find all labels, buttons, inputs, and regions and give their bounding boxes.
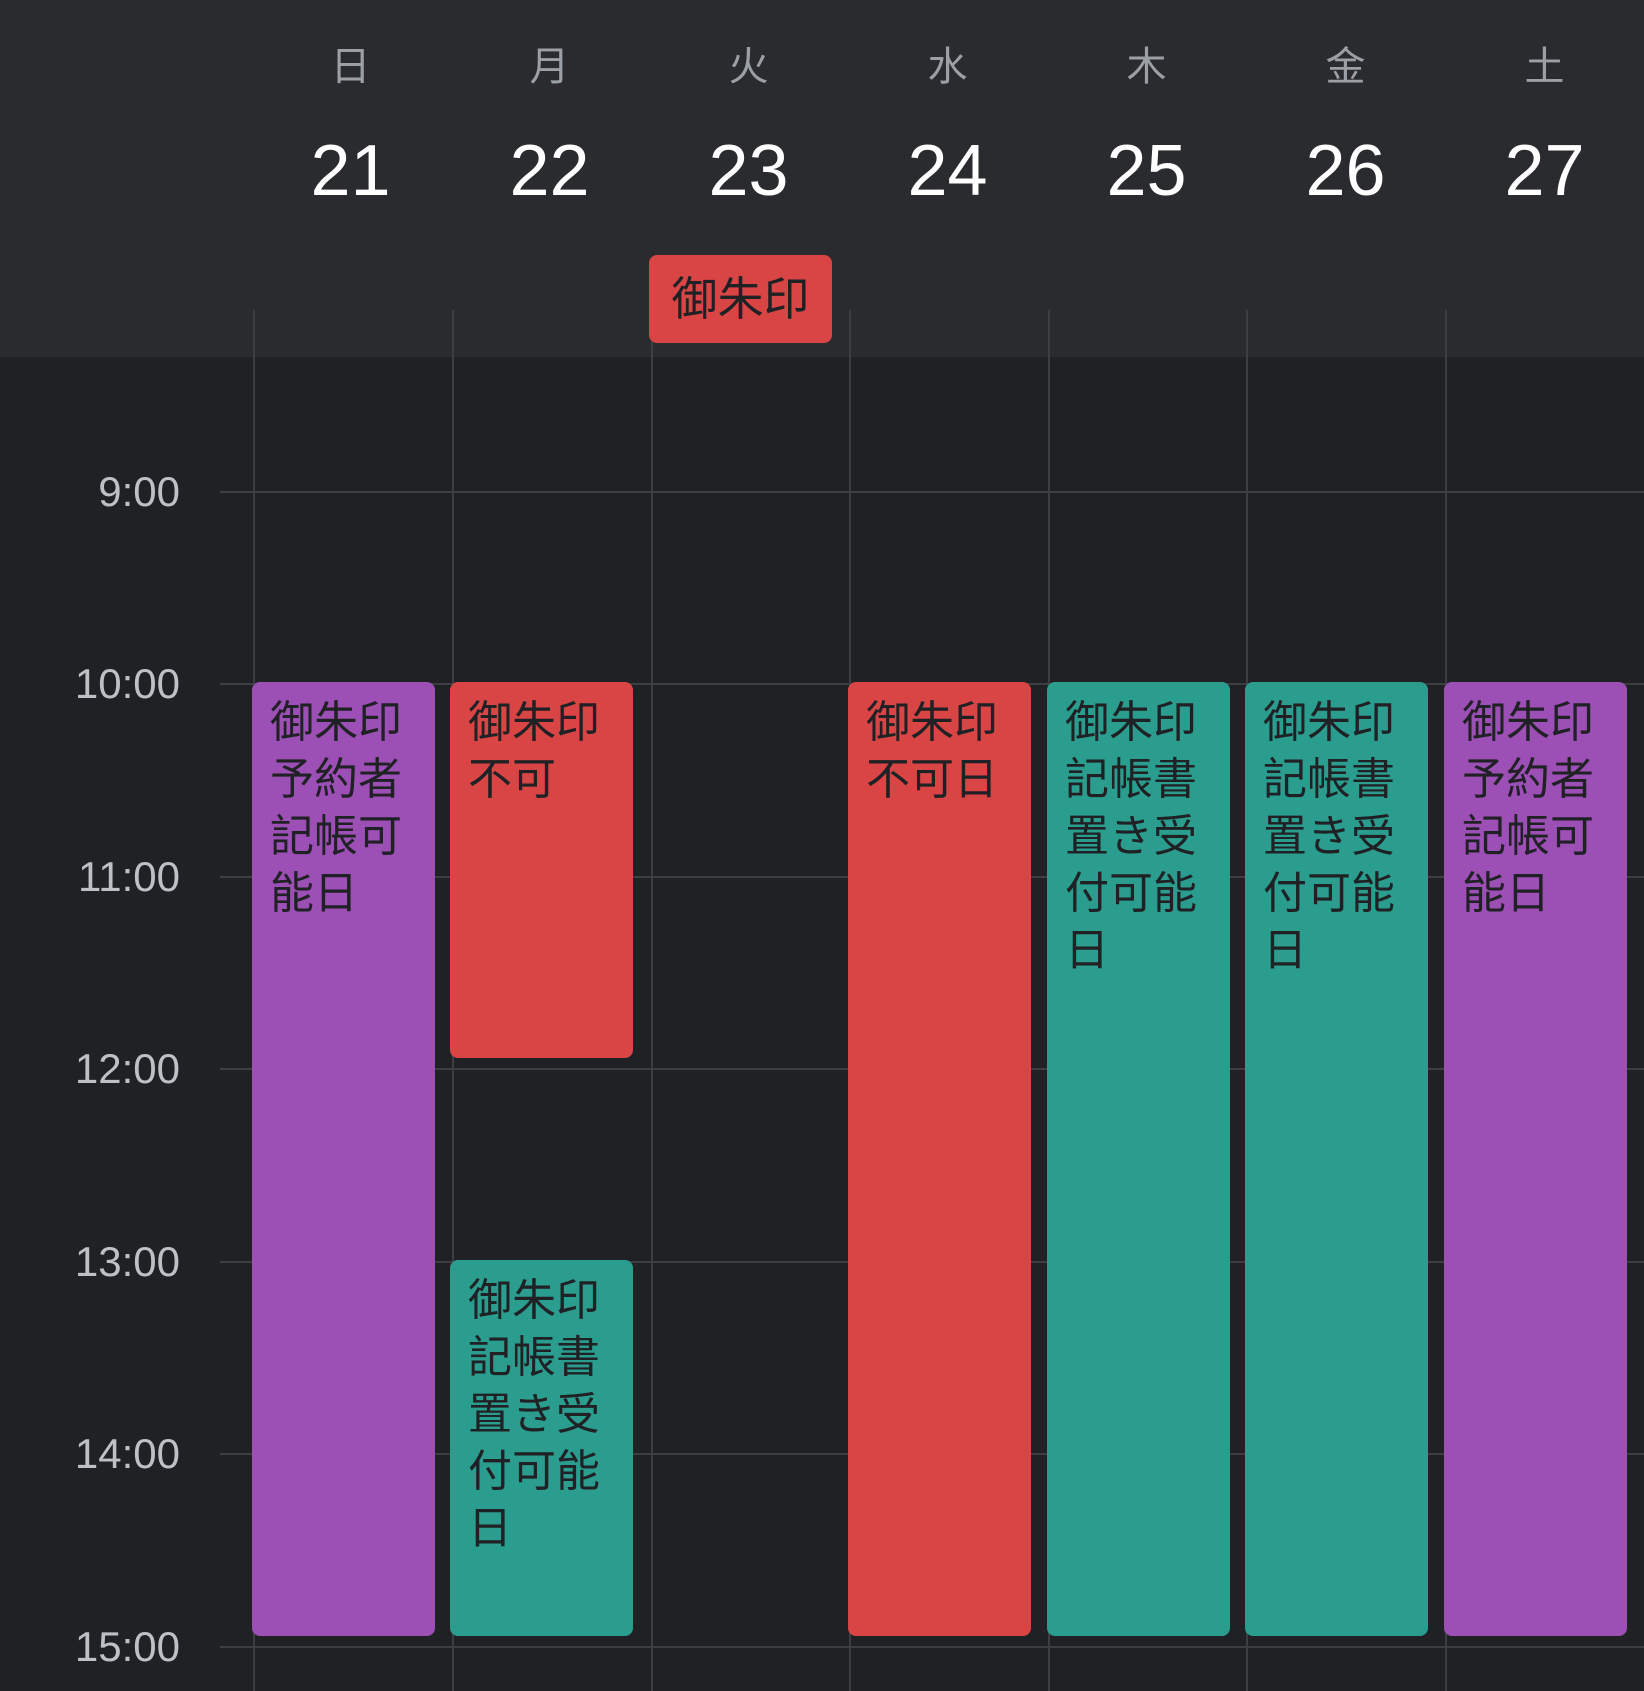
- weekday-label: 火: [728, 44, 769, 90]
- weekday-label: 土: [1524, 44, 1565, 90]
- time-label: 15:00: [74, 1623, 180, 1670]
- time-label: 11:00: [78, 853, 180, 900]
- day-column-header[interactable]: 木 25: [1047, 0, 1246, 357]
- weekday-label: 水: [927, 44, 968, 90]
- weekday-label: 月: [529, 44, 570, 90]
- date-number: 22: [509, 131, 590, 211]
- time-label: 14:00: [74, 1430, 180, 1477]
- date-number: 26: [1305, 131, 1386, 211]
- hour-line: [220, 1646, 1644, 1648]
- time-label: 13:00: [74, 1238, 180, 1285]
- date-number: 24: [907, 131, 988, 211]
- day-column-header[interactable]: 月 22: [450, 0, 649, 357]
- event-block[interactable]: 御朱印不可日: [848, 682, 1031, 1636]
- date-number: 23: [708, 131, 789, 211]
- day-divider: [651, 310, 653, 1691]
- weekday-label: 金: [1325, 44, 1366, 90]
- day-column-header[interactable]: 水 24: [848, 0, 1047, 357]
- event-block[interactable]: 御朱印記帳書置き受付可能日: [450, 1260, 633, 1636]
- date-number: 27: [1504, 131, 1585, 211]
- event-block[interactable]: 御朱印記帳書置き受付可能日: [1047, 682, 1230, 1636]
- time-label: 12:00: [74, 1045, 180, 1092]
- event-block[interactable]: 御朱印不可: [450, 682, 633, 1058]
- time-label: 10:00: [74, 660, 180, 707]
- date-number: 21: [310, 131, 391, 211]
- time-label: 9:00: [98, 468, 180, 515]
- day-column-header[interactable]: 金 26: [1246, 0, 1445, 357]
- event-block[interactable]: 御朱印記帳書置き受付可能日: [1245, 682, 1428, 1636]
- all-day-event[interactable]: 御朱印: [649, 255, 832, 343]
- date-number: 25: [1106, 131, 1187, 211]
- weekday-label: 日: [330, 44, 371, 90]
- hour-line: [220, 491, 1644, 493]
- day-column-header[interactable]: 土 27: [1445, 0, 1644, 357]
- weekday-label: 木: [1126, 44, 1167, 90]
- event-block[interactable]: 御朱印予約者記帳可能日: [252, 682, 435, 1636]
- event-block[interactable]: 御朱印予約者記帳可能日: [1444, 682, 1627, 1636]
- day-column-header[interactable]: 日 21: [251, 0, 450, 357]
- day-column-header[interactable]: 火 23: [649, 0, 848, 357]
